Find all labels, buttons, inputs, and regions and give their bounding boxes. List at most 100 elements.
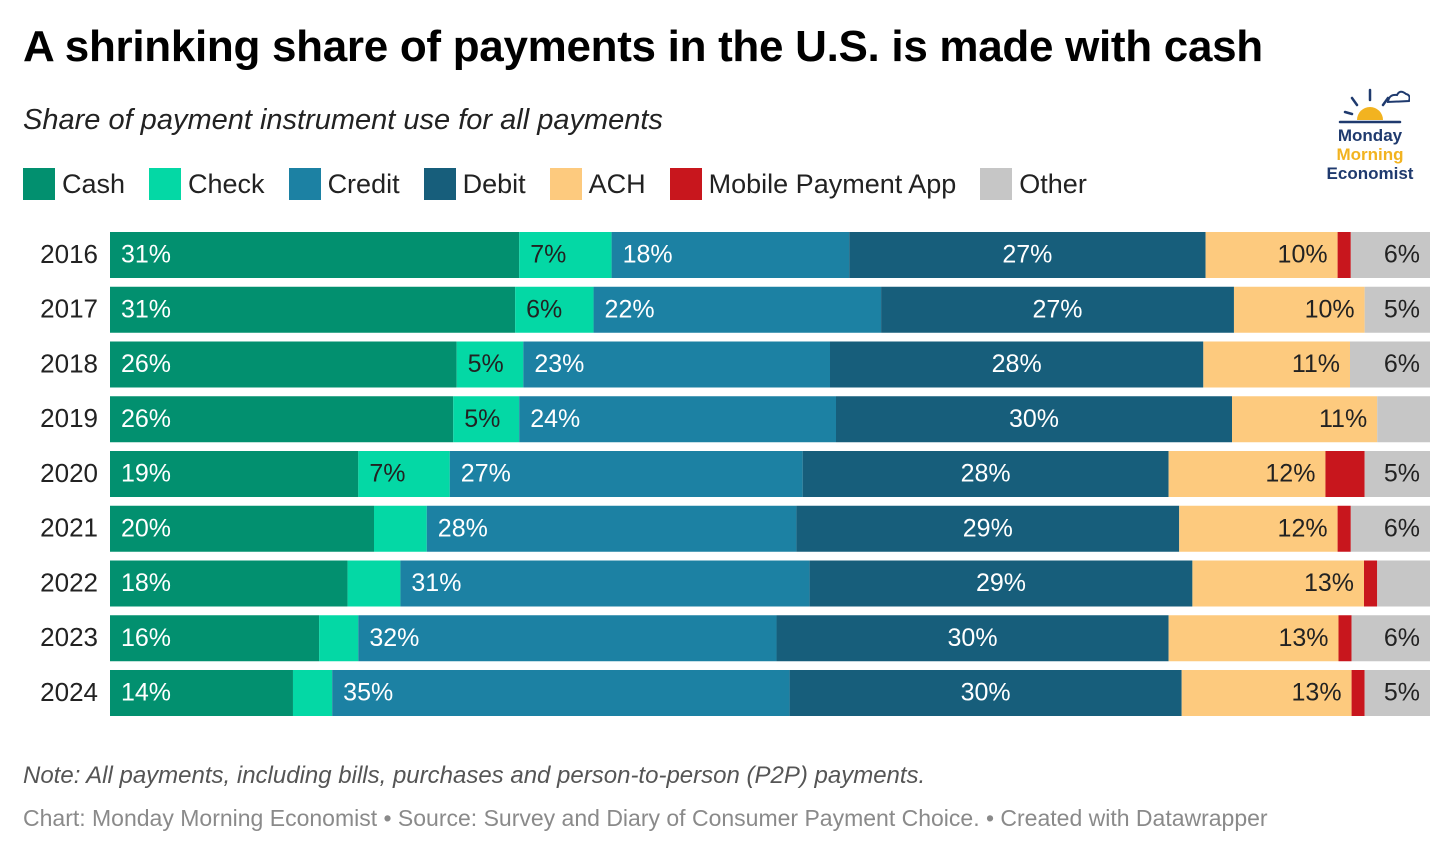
legend-item-other: Other: [980, 168, 1087, 200]
bar-segment-credit: [400, 560, 810, 607]
legend-item-credit: Credit: [288, 168, 400, 200]
chart-credit: Chart: Monday Morning Economist • Source…: [23, 805, 1268, 831]
bar-segment-other: [1350, 232, 1430, 278]
bar-segment-check: [292, 670, 333, 716]
data-label: 29%: [976, 569, 1026, 597]
bar-segment-ach: [1203, 341, 1350, 388]
legend: Cash Check Credit Debit ACH Mobile Payment Ap…: [23, 168, 1111, 200]
bar-segment-check: [347, 560, 401, 607]
data-label: 6%: [526, 295, 562, 323]
logo-line-2: Morning: [1336, 145, 1404, 164]
bar-segment-debit: [776, 615, 1169, 662]
y-tick-label: 2017: [40, 294, 98, 324]
bar-segment-other: [1350, 341, 1430, 388]
bar-segment-check: [515, 286, 594, 333]
data-label: 26%: [121, 350, 171, 378]
bar-segment-other: [1364, 670, 1430, 716]
data-label: 5%: [1384, 460, 1420, 488]
bar-segment-credit: [519, 396, 836, 443]
bar-segment-mobile-payment-app: [1337, 505, 1351, 552]
data-label: 7%: [369, 460, 405, 488]
bar-segment-cash: [110, 286, 516, 333]
legend-label: Credit: [327, 168, 400, 199]
data-label: 6%: [1384, 350, 1420, 378]
chart-title: A shrinking share of payments in the U.S…: [23, 22, 1263, 71]
bar-segment-check: [456, 341, 524, 388]
legend-item-ach: ACH: [549, 168, 646, 200]
bar-segment-ach: [1168, 451, 1326, 497]
legend-swatch: [549, 168, 582, 200]
bar-segment-ach: [1232, 396, 1378, 443]
data-label: 27%: [461, 460, 511, 488]
legend-label: Check: [188, 168, 265, 199]
bar-segment-mobile-payment-app: [1338, 615, 1352, 662]
legend-item-debit: Debit: [423, 168, 526, 200]
legend-swatch: [23, 168, 55, 200]
bar-segment-ach: [1205, 232, 1338, 278]
data-label: 12%: [1265, 460, 1315, 488]
data-label: 18%: [623, 241, 673, 269]
y-tick-label: 2023: [40, 622, 98, 652]
bar-segment-check: [453, 396, 520, 443]
data-label: 30%: [1009, 405, 1059, 433]
data-label: 26%: [121, 405, 171, 433]
bar-segment-check: [319, 615, 359, 662]
bar-segment-mobile-payment-app: [1337, 232, 1351, 278]
data-label: 28%: [961, 460, 1011, 488]
y-tick-label: 2018: [40, 348, 98, 378]
data-label: 13%: [1278, 624, 1328, 652]
sun-cloud-icon: [1338, 88, 1410, 124]
bar-segment-check: [374, 505, 427, 552]
data-label: 19%: [121, 460, 171, 488]
bar-segment-credit: [332, 670, 790, 716]
data-label: 13%: [1304, 569, 1354, 597]
bar-segment-ach: [1233, 286, 1365, 333]
y-tick-label: 2022: [40, 567, 98, 597]
data-label: 6%: [1384, 624, 1420, 652]
y-tick-label: 2019: [40, 403, 98, 433]
bar-segment-ach: [1168, 615, 1339, 662]
y-tick-label: 2020: [40, 458, 98, 488]
data-label: 30%: [961, 679, 1011, 707]
bar-segment-check: [519, 232, 612, 278]
data-label: 31%: [411, 569, 461, 597]
bar-segment-debit: [802, 451, 1169, 497]
legend-item-cash: Cash: [23, 168, 125, 200]
bar-segment-credit: [426, 505, 797, 552]
data-label: 11%: [1292, 350, 1340, 378]
legend-item-mobile-payment-app: Mobile Payment App: [669, 168, 956, 200]
legend-label: Other: [1019, 168, 1087, 199]
data-label: 20%: [121, 514, 171, 542]
data-label: 14%: [121, 679, 171, 707]
bar-segment-other: [1364, 451, 1430, 497]
bar-segment-credit: [523, 341, 830, 388]
bar-segment-other: [1377, 560, 1430, 607]
data-label: 10%: [1278, 241, 1328, 269]
data-label: 6%: [1384, 241, 1420, 269]
bar-segment-cash: [110, 341, 457, 388]
bar-segment-other: [1377, 396, 1430, 443]
bar-segment-debit: [849, 232, 1206, 278]
data-label: 32%: [369, 624, 419, 652]
bar-segment-credit: [358, 615, 777, 662]
data-label: 10%: [1305, 295, 1355, 323]
data-label: 22%: [605, 295, 655, 323]
bar-segment-debit: [809, 560, 1193, 607]
bar-segment-debit: [881, 286, 1234, 333]
data-label: 31%: [121, 241, 171, 269]
data-label: 7%: [530, 241, 566, 269]
y-tick-label: 2024: [40, 677, 98, 707]
bar-segment-cash: [110, 232, 520, 278]
data-label: 5%: [1384, 295, 1420, 323]
bar-segment-cash: [110, 451, 359, 497]
data-label: 5%: [468, 350, 504, 378]
legend-item-check: Check: [149, 168, 265, 200]
bar-segment-debit: [796, 505, 1180, 552]
data-label: 24%: [530, 405, 580, 433]
stacked-bar-chart: 2016 31% 7% 18% 27% 10% 6% 2017 31% 6% 22% 27% 10% 5%…: [40, 232, 1430, 716]
data-label: 16%: [121, 624, 171, 652]
bar-segment-other: [1351, 615, 1430, 662]
chart-note: Note: All payments, including bills, pur…: [23, 762, 926, 789]
y-tick-label: 2021: [40, 513, 98, 543]
data-label: 35%: [343, 679, 393, 707]
